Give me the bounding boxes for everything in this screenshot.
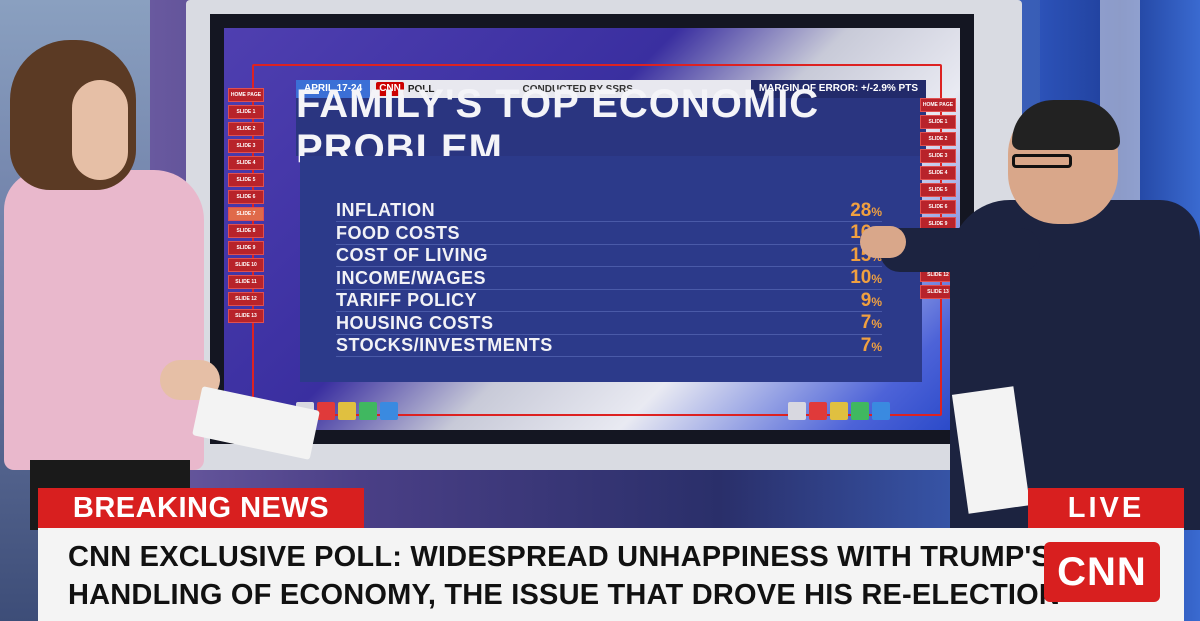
- result-label: TARIFF POLICY: [336, 290, 478, 310]
- anchor-left: [0, 40, 320, 530]
- color-swatch[interactable]: [830, 402, 848, 420]
- slide-tab[interactable]: SLIDE 5: [920, 183, 956, 197]
- result-value: 9%: [860, 289, 882, 311]
- slide-tab[interactable]: HOME PAGE: [920, 98, 956, 112]
- result-label: FOOD COSTS: [336, 222, 461, 243]
- breaking-news-badge: BREAKING NEWS: [38, 488, 364, 528]
- result-row: INCOME/WAGES 10%: [336, 267, 882, 290]
- slide-tab[interactable]: SLIDE 9: [228, 241, 264, 255]
- monitor-bezel: APRIL 17-24 CNN POLL CONDUCTED BY SSRS M…: [210, 14, 974, 444]
- result-value: 7%: [860, 334, 882, 356]
- slide-tab[interactable]: SLIDE 4: [920, 166, 956, 180]
- news-chyron: BREAKING NEWS LIVE CNN EXCLUSIVE POLL: W…: [38, 488, 1184, 621]
- slide-tab[interactable]: SLIDE 5: [228, 173, 264, 187]
- anchor-right-hair: [1012, 100, 1120, 150]
- result-row: INFLATION 28%: [336, 200, 882, 222]
- pointing-hand: [860, 226, 906, 258]
- result-unit: %: [871, 272, 882, 286]
- pointing-arm: [880, 228, 1040, 272]
- slide-tab[interactable]: SLIDE 3: [228, 139, 264, 153]
- headline-line-1: CNN EXCLUSIVE POLL: WIDESPREAD UNHAPPINE…: [68, 541, 1052, 573]
- poll-date: APRIL 17-24: [296, 80, 371, 98]
- headline: CNN EXCLUSIVE POLL: WIDESPREAD UNHAPPINE…: [68, 538, 1060, 614]
- result-unit: %: [871, 317, 882, 331]
- color-swatch[interactable]: [338, 402, 356, 420]
- color-swatch[interactable]: [359, 402, 377, 420]
- color-swatch[interactable]: [809, 402, 827, 420]
- slide-tab[interactable]: SLIDE 10: [228, 258, 264, 272]
- slide-tab[interactable]: SLIDE 1: [920, 115, 956, 129]
- result-value: 10%: [850, 267, 882, 288]
- title-band: FAMILY'S TOP ECONOMIC PROBLEM: [296, 82, 926, 171]
- slide-tab[interactable]: SLIDE 13: [920, 285, 956, 299]
- slide-tab[interactable]: SLIDE 11: [228, 275, 264, 289]
- result-label: STOCKS/INVESTMENTS: [336, 335, 553, 355]
- slide-tab[interactable]: SLIDE 13: [228, 309, 264, 323]
- slide-tab[interactable]: SLIDE 6: [228, 190, 264, 204]
- result-label: COST OF LIVING: [336, 245, 489, 265]
- slide-tab[interactable]: SLIDE 6: [920, 200, 956, 214]
- live-badge: LIVE: [1028, 488, 1184, 528]
- result-unit: %: [871, 204, 882, 219]
- result-row: STOCKS/INVESTMENTS 7%: [336, 335, 882, 357]
- slide-tab[interactable]: SLIDE 8: [228, 224, 264, 238]
- pink-jacket: [4, 170, 204, 470]
- result-value: 7%: [860, 312, 882, 333]
- color-swatch[interactable]: [380, 402, 398, 420]
- glasses-icon: [1012, 154, 1072, 168]
- slide-tab[interactable]: SLIDE 1: [228, 105, 264, 119]
- slide-tab[interactable]: SLIDE 4: [228, 156, 264, 170]
- result-row: HOUSING COSTS 7%: [336, 312, 882, 335]
- result-label: HOUSING COSTS: [336, 312, 494, 333]
- conducted-by: CONDUCTED BY SSRS: [522, 83, 633, 95]
- slide-tabs-left: HOME PAGE SLIDE 1 SLIDE 2 SLIDE 3 SLIDE 4 SLI…: [228, 88, 264, 323]
- color-swatch[interactable]: [317, 402, 335, 420]
- poll-screen: APRIL 17-24 CNN POLL CONDUCTED BY SSRS M…: [224, 28, 960, 430]
- margin-of-error: MARGIN OF ERROR: +/-2.9% PTS: [750, 80, 926, 98]
- slide-tab[interactable]: HOME PAGE: [228, 88, 264, 102]
- anchor-left-face: [72, 80, 128, 180]
- color-swatch[interactable]: [788, 402, 806, 420]
- cnn-logo: CNN: [1044, 542, 1160, 602]
- slide-tab[interactable]: SLIDE 7: [228, 207, 264, 221]
- color-swatch[interactable]: [872, 402, 890, 420]
- result-unit: %: [871, 294, 882, 309]
- poll-label: POLL: [407, 83, 435, 95]
- slide-tab[interactable]: SLIDE 2: [228, 122, 264, 136]
- poll-header: APRIL 17-24 CNN POLL CONDUCTED BY SSRS M…: [296, 80, 926, 98]
- result-label: INCOME/WAGES: [336, 267, 487, 288]
- result-value: 28%: [850, 199, 882, 221]
- headline-box: CNN EXCLUSIVE POLL: WIDESPREAD UNHAPPINE…: [38, 528, 1184, 621]
- cnn-poll-logo: CNN: [376, 82, 404, 96]
- anchor-right: [860, 100, 1200, 530]
- headline-line-2: HANDLING OF ECONOMY, THE ISSUE THAT DROV…: [68, 579, 1061, 611]
- result-row: TARIFF POLICY 9%: [336, 290, 882, 312]
- result-label: INFLATION: [336, 200, 436, 220]
- result-unit: %: [871, 339, 882, 354]
- slide-tab[interactable]: SLIDE 12: [228, 292, 264, 306]
- color-swatches-right: [788, 402, 890, 420]
- slide-tab[interactable]: SLIDE 3: [920, 149, 956, 163]
- slide-tab[interactable]: SLIDE 2: [920, 132, 956, 146]
- color-swatch[interactable]: [851, 402, 869, 420]
